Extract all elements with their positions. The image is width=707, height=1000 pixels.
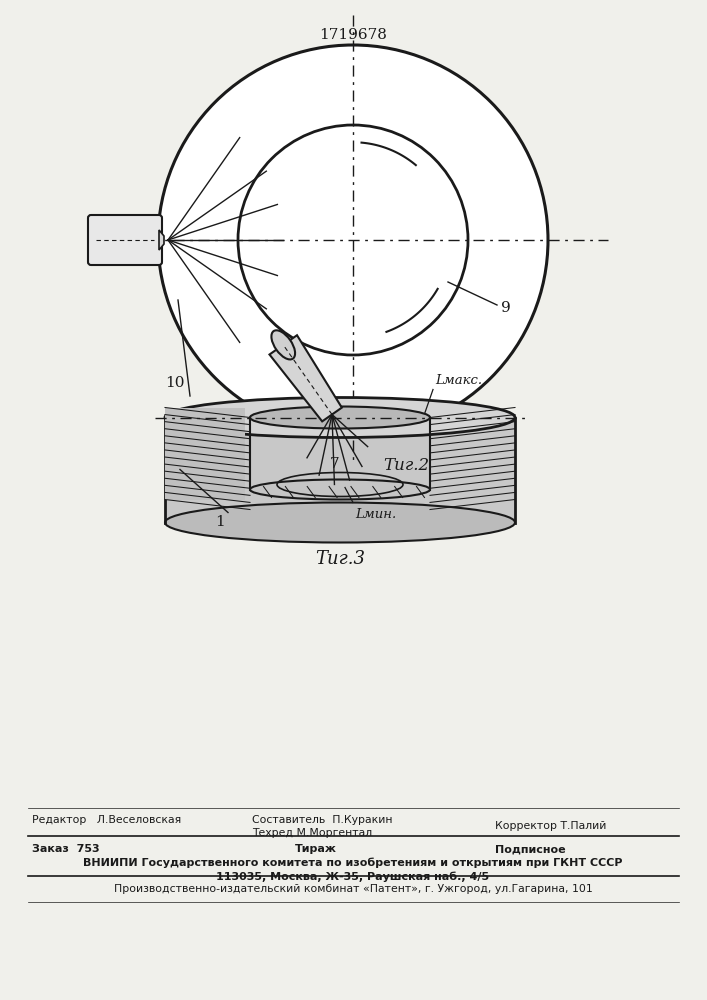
Text: 7: 7 — [330, 457, 340, 471]
Circle shape — [238, 125, 468, 355]
Text: Τиг.2: Τиг.2 — [383, 457, 429, 474]
Polygon shape — [269, 335, 341, 421]
Text: Lмин.: Lмин. — [355, 508, 396, 520]
Text: ВНИИПИ Государственного комитета по изобретениям и открытиям при ГКНТ СССР: ВНИИПИ Государственного комитета по изоб… — [83, 858, 623, 868]
Text: Подписное: Подписное — [495, 844, 566, 854]
Text: Корректор Т.Палий: Корректор Т.Палий — [495, 821, 607, 831]
Text: Заказ  753: Заказ 753 — [32, 844, 100, 854]
Ellipse shape — [250, 406, 430, 428]
Text: 1719678: 1719678 — [319, 28, 387, 42]
Text: 9: 9 — [501, 301, 510, 315]
Circle shape — [158, 45, 548, 435]
Ellipse shape — [250, 480, 430, 499]
Ellipse shape — [271, 330, 295, 359]
FancyBboxPatch shape — [88, 215, 162, 265]
Text: Производственно-издательский комбинат «Патент», г. Ужгород, ул.Гагарина, 101: Производственно-издательский комбинат «П… — [114, 884, 592, 894]
Text: 10: 10 — [165, 376, 185, 390]
Text: Техред М.Моргентал: Техред М.Моргентал — [252, 828, 372, 838]
Text: 1: 1 — [215, 514, 225, 528]
Text: Тираж: Тираж — [295, 844, 337, 854]
Bar — [165, 408, 245, 499]
Polygon shape — [159, 230, 164, 250]
Text: 113035, Москва, Ж-35, Раушская наб., 4/5: 113035, Москва, Ж-35, Раушская наб., 4/5 — [216, 871, 489, 882]
Text: Τиг.3: Τиг.3 — [315, 550, 365, 568]
Bar — [165, 418, 515, 522]
Text: Lмакс.: Lмакс. — [435, 374, 482, 387]
Ellipse shape — [165, 502, 515, 542]
Text: Редактор   Л.Веселовская: Редактор Л.Веселовская — [32, 815, 181, 825]
Text: Составитель  П.Куракин: Составитель П.Куракин — [252, 815, 392, 825]
Ellipse shape — [165, 397, 515, 438]
